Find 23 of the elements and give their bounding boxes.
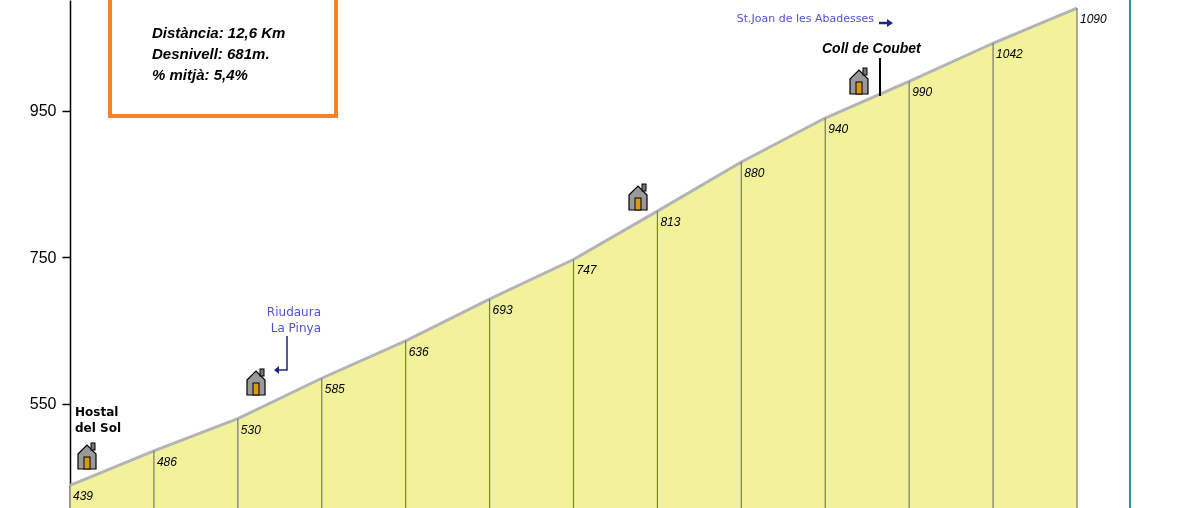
data-label: 880 <box>744 166 765 180</box>
annotation: % mitjà: 5,4% <box>152 66 248 83</box>
annotation: Distància: 12,6 Km <box>152 24 286 41</box>
data-label: 439 <box>73 489 94 504</box>
annotation: Hostal del Sol <box>75 404 122 436</box>
data-label: 636 <box>408 344 430 359</box>
annotation: Coll de Coubet <box>822 40 921 56</box>
annotation: St.Joan de les Abadesses <box>736 12 874 25</box>
data-label: 813 <box>660 215 681 230</box>
y-tick-label: 750 <box>29 248 57 266</box>
data-label: 693 <box>492 303 513 318</box>
data-label: 585 <box>324 382 346 397</box>
data-label: 530 <box>240 422 262 437</box>
y-tick-label: 950 <box>29 102 57 120</box>
data-label: 1042 <box>996 47 1024 62</box>
annotation: Riudaura La Pinya <box>266 304 321 336</box>
data-label: 486 <box>156 454 178 469</box>
data-label: 990 <box>912 85 933 100</box>
data-label: 1090 <box>1080 12 1108 27</box>
data-label: 747 <box>576 263 598 278</box>
data-label: 940 <box>828 122 849 137</box>
annotation: Desnivell: 681m. <box>152 45 270 62</box>
y-tick-label: 550 <box>29 395 57 413</box>
